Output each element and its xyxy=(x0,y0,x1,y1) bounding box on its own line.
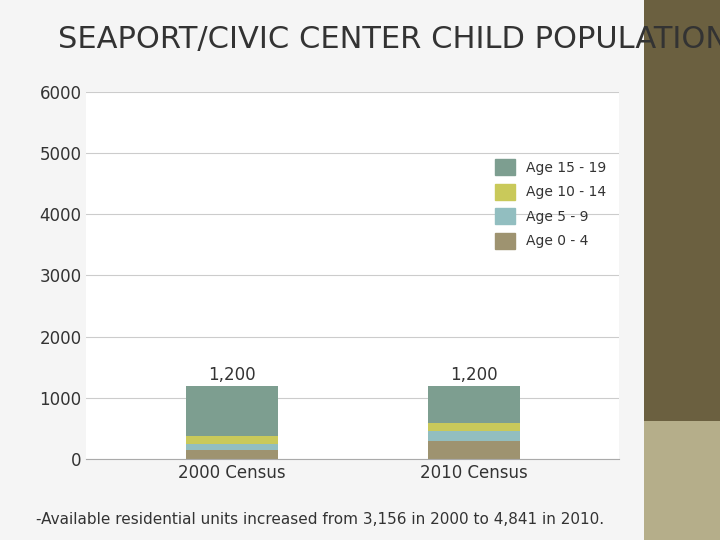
Bar xyxy=(186,450,278,459)
Text: 1,200: 1,200 xyxy=(208,366,256,384)
Legend: Age 15 - 19, Age 10 - 14, Age 5 - 9, Age 0 - 4: Age 15 - 19, Age 10 - 14, Age 5 - 9, Age… xyxy=(489,154,612,254)
Bar xyxy=(428,386,520,423)
Bar xyxy=(428,423,520,431)
Bar xyxy=(428,441,520,459)
Bar xyxy=(186,436,278,444)
Text: -Available residential units increased from 3,156 in 2000 to 4,841 in 2010.: -Available residential units increased f… xyxy=(36,511,604,526)
Bar xyxy=(428,431,520,441)
Text: SEAPORT/CIVIC CENTER CHILD POPULATION: SEAPORT/CIVIC CENTER CHILD POPULATION xyxy=(58,25,720,54)
Text: 1,200: 1,200 xyxy=(450,366,498,384)
Bar xyxy=(186,386,278,436)
Bar xyxy=(186,444,278,450)
